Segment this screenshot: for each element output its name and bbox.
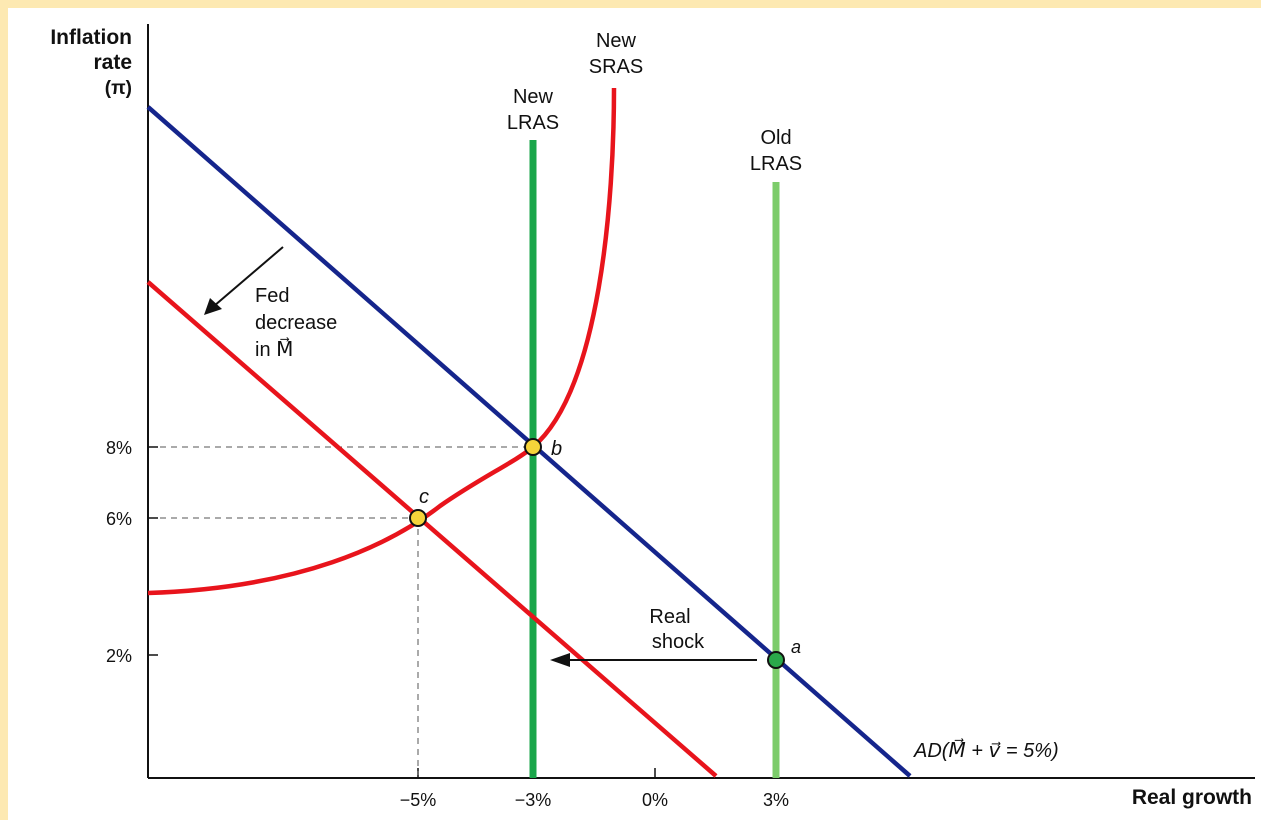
new-sras-label-line2: SRAS <box>589 56 643 78</box>
y-tick-label-8: 8% <box>106 438 132 458</box>
y-tick-label-6: 6% <box>106 509 132 529</box>
shock-arrow-head-icon <box>550 653 570 667</box>
new-lras-label-line1: New <box>513 86 554 108</box>
fed-label-line3: in M⃗ <box>255 336 293 361</box>
y-axis-title-line1: Inflation <box>50 26 132 49</box>
point-a-label: a <box>791 637 801 657</box>
new-ad-curve <box>146 280 718 778</box>
point-c <box>409 509 427 527</box>
shock-label-line2: shock <box>652 631 705 653</box>
old-lras-label-line1: Old <box>760 127 791 149</box>
point-c-label: c <box>419 486 429 508</box>
x-axis-title: Real growth <box>1132 786 1252 809</box>
x-tick-label-0: 0% <box>642 790 668 810</box>
new-lras-label-line2: LRAS <box>507 112 559 134</box>
fed-arrow-head-icon <box>204 298 222 315</box>
y-tick-label-2: 2% <box>106 646 132 666</box>
x-tick-label-m3: −3% <box>515 790 552 810</box>
y-axis-title-line3: (π) <box>105 78 132 99</box>
shock-label-line1: Real <box>649 606 690 628</box>
new-sras-label-line1: New <box>596 30 637 52</box>
fed-label-line1: Fed <box>255 285 289 307</box>
x-tick-label-m5: −5% <box>400 790 437 810</box>
old-lras-label-line2: LRAS <box>750 153 802 175</box>
new-sras-curve <box>147 87 617 596</box>
point-b-label: b <box>551 438 562 460</box>
fed-arrow-line <box>213 246 284 307</box>
diagram-background <box>8 8 1261 820</box>
point-b <box>524 438 542 456</box>
point-a <box>767 651 785 669</box>
fed-label-line2: decrease <box>255 312 337 334</box>
y-axis-title-line2: rate <box>93 51 132 74</box>
x-tick-label-3: 3% <box>763 790 789 810</box>
ad-label: AD(M⃗ + v⃗ = 5%) <box>913 737 1059 762</box>
